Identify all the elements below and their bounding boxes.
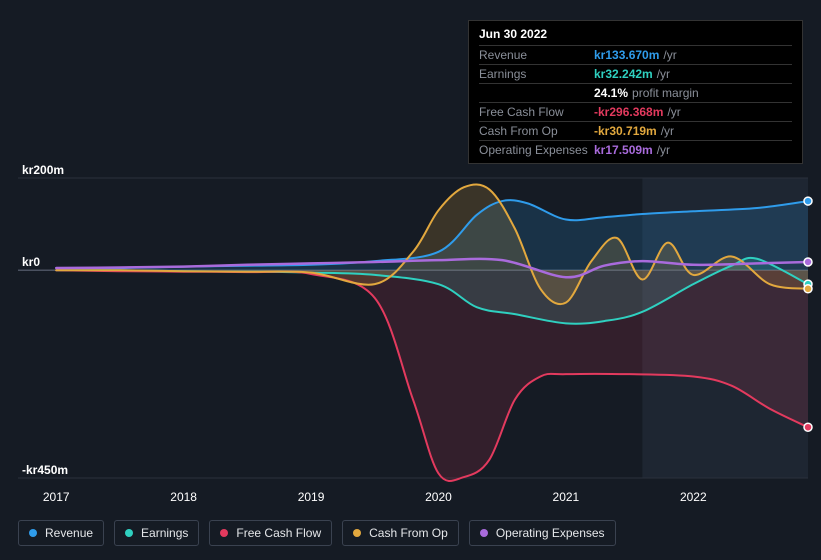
legend-item[interactable]: Revenue [18,520,104,546]
y-axis-label: -kr450m [22,463,68,477]
legend-label: Free Cash Flow [236,526,321,540]
legend-item[interactable]: Operating Expenses [469,520,616,546]
tooltip-row: Operating Expenseskr17.509m/yr [479,140,792,159]
tooltip-row: Free Cash Flow-kr296.368m/yr [479,102,792,121]
chart-legend: Revenue Earnings Free Cash Flow Cash From O… [18,520,616,546]
tooltip-row: Revenuekr133.670m/yr [479,45,792,64]
legend-dot-icon [480,529,488,537]
legend-dot-icon [353,529,361,537]
tooltip-date: Jun 30 2022 [479,27,792,41]
tooltip-value: -kr296.368m [594,105,663,119]
tooltip-label: Operating Expenses [479,143,594,157]
tooltip-label: Earnings [479,67,594,81]
tooltip-suffix: /yr [657,67,670,81]
x-axis-label: 2019 [298,490,325,504]
x-axis-label: 2021 [553,490,580,504]
legend-label: Earnings [141,526,188,540]
x-axis-label: 2017 [43,490,70,504]
tooltip-suffix: /yr [661,124,674,138]
legend-label: Revenue [45,526,93,540]
legend-label: Operating Expenses [496,526,605,540]
chart-tooltip: Jun 30 2022 Revenuekr133.670m/yrEarnings… [468,20,803,164]
tooltip-row: Earningskr32.242m/yr [479,64,792,83]
legend-item[interactable]: Earnings [114,520,199,546]
tooltip-label [479,86,594,100]
tooltip-value: kr32.242m [594,67,653,81]
tooltip-row: Cash From Op-kr30.719m/yr [479,121,792,140]
legend-item[interactable]: Cash From Op [342,520,459,546]
tooltip-value: kr133.670m [594,48,659,62]
tooltip-label: Free Cash Flow [479,105,594,119]
y-axis-label: kr200m [22,163,64,177]
y-axis-label: kr0 [22,255,40,269]
x-axis-label: 2020 [425,490,452,504]
legend-dot-icon [125,529,133,537]
financials-chart: kr200m kr0 -kr450m 2017 2018 2019 2020 2021 202… [0,160,821,560]
legend-label: Cash From Op [369,526,448,540]
legend-dot-icon [220,529,228,537]
tooltip-suffix: /yr [663,48,676,62]
tooltip-value: -kr30.719m [594,124,657,138]
tooltip-label: Revenue [479,48,594,62]
legend-dot-icon [29,529,37,537]
legend-item[interactable]: Free Cash Flow [209,520,332,546]
tooltip-value: kr17.509m [594,143,653,157]
tooltip-suffix: profit margin [632,86,699,100]
x-axis-label: 2018 [170,490,197,504]
tooltip-label: Cash From Op [479,124,594,138]
tooltip-value: 24.1% [594,86,628,100]
tooltip-suffix: /yr [657,143,670,157]
x-axis-label: 2022 [680,490,707,504]
tooltip-suffix: /yr [667,105,680,119]
tooltip-row: 24.1% profit margin [479,83,792,102]
